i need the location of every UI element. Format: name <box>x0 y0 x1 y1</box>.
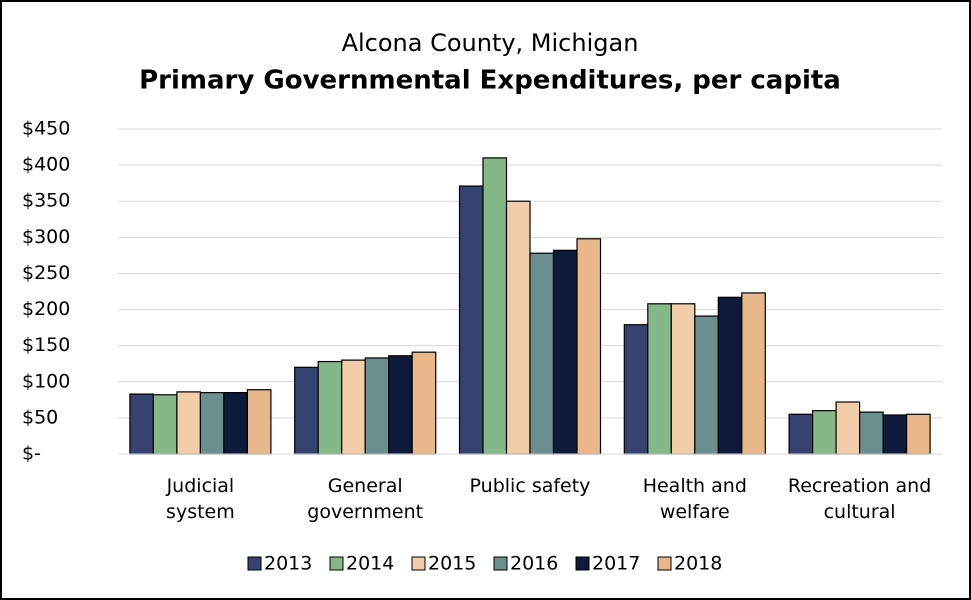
y-tick-label: $450 <box>22 118 70 140</box>
bar <box>246 389 272 455</box>
legend-swatch <box>657 556 672 571</box>
bar <box>788 413 814 455</box>
x-tick-label: General government <box>307 475 423 523</box>
bar <box>388 355 413 455</box>
bar <box>670 303 696 455</box>
legend-label: 2018 <box>674 553 722 575</box>
bar <box>552 249 578 455</box>
x-tick-label: Public safety <box>470 475 591 497</box>
legend-label: 2013 <box>264 553 312 575</box>
bar <box>694 315 719 455</box>
bar <box>341 359 366 455</box>
bar <box>505 200 531 455</box>
legend-swatch <box>247 556 262 571</box>
y-tick-label: $400 <box>22 154 70 176</box>
y-tick-label: $250 <box>22 262 70 284</box>
bar <box>741 292 766 455</box>
legend-label: 2017 <box>592 553 640 575</box>
bar <box>717 296 743 455</box>
legend-label: 2015 <box>428 553 476 575</box>
y-tick-label: $150 <box>22 334 70 356</box>
x-tick-label: Recreation and cultural <box>788 475 931 523</box>
legend-label: 2016 <box>510 553 558 575</box>
y-tick-label: $350 <box>22 190 70 212</box>
bar <box>623 324 649 455</box>
bar <box>882 414 908 455</box>
y-tick-label: $200 <box>22 298 70 320</box>
legend-swatch <box>575 556 590 571</box>
bar <box>176 391 201 455</box>
bar <box>317 360 343 455</box>
y-tick-label: $300 <box>22 226 70 248</box>
chart-subtitle: Primary Governmental Expenditures, per c… <box>139 66 841 96</box>
y-tick-label: $100 <box>22 370 70 392</box>
bar <box>576 238 602 455</box>
bar <box>411 351 437 455</box>
bar <box>129 393 154 455</box>
legend-swatch <box>411 556 426 571</box>
bar <box>364 357 390 455</box>
bar <box>529 252 555 455</box>
bar <box>858 411 884 455</box>
bar <box>152 394 178 455</box>
chart-title: Alcona County, Michigan <box>342 29 639 57</box>
bar <box>482 157 508 455</box>
bar <box>458 185 484 455</box>
y-tick-label: $50 <box>22 406 58 428</box>
bar <box>905 413 931 455</box>
bar <box>835 401 861 455</box>
legend-swatch <box>493 556 508 571</box>
bar <box>294 366 319 455</box>
bar <box>199 392 225 455</box>
bar <box>647 303 672 455</box>
legend-swatch <box>329 556 344 571</box>
bar <box>223 392 248 455</box>
bar <box>811 410 837 455</box>
legend-label: 2014 <box>346 553 394 575</box>
x-tick-label: Health and welfare <box>643 475 747 523</box>
x-tick-label: Judicial system <box>166 475 235 523</box>
y-tick-label: $- <box>22 443 41 465</box>
